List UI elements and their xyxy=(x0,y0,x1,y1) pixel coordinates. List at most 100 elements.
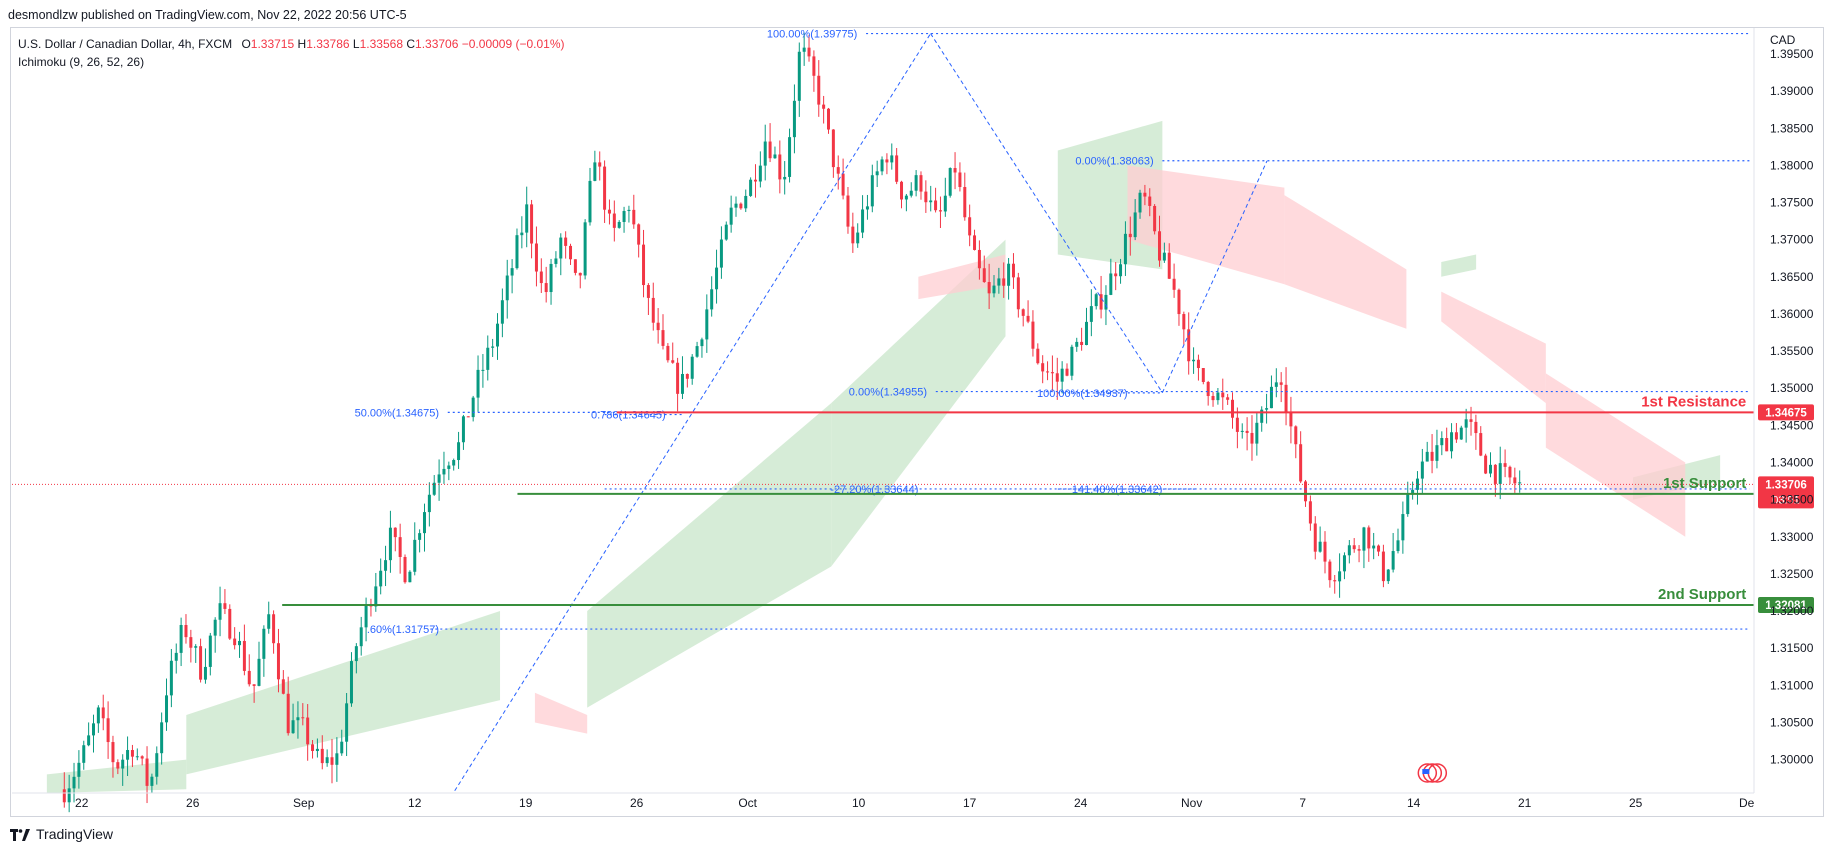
candle xyxy=(96,705,100,733)
candle xyxy=(1119,258,1123,284)
indicator-line[interactable]: Ichimoku (9, 26, 52, 26) xyxy=(18,55,145,69)
candle xyxy=(432,475,436,496)
candle xyxy=(583,219,587,280)
candle xyxy=(1075,337,1079,352)
candle xyxy=(753,164,757,198)
candle xyxy=(632,194,636,229)
candle xyxy=(354,643,358,674)
candle xyxy=(1308,495,1312,531)
level-name-label: 1st Resistance xyxy=(1641,393,1746,410)
candle xyxy=(72,762,76,803)
candle xyxy=(291,703,295,734)
time-tick-label: Nov xyxy=(1181,796,1202,810)
candle xyxy=(817,60,821,117)
candle xyxy=(1094,292,1098,310)
fib-trend-line xyxy=(454,33,931,792)
cloud-green-segment xyxy=(186,611,501,775)
candle xyxy=(1333,575,1337,594)
candle xyxy=(1425,441,1429,462)
candle xyxy=(335,737,339,782)
candle xyxy=(715,249,719,304)
candle xyxy=(573,259,577,276)
candle xyxy=(1041,355,1045,384)
candle xyxy=(150,773,154,794)
candle xyxy=(622,206,626,233)
candle xyxy=(700,337,704,358)
candle xyxy=(1469,406,1473,436)
candle xyxy=(1435,429,1439,469)
candle xyxy=(763,124,767,181)
ichimoku-cloud xyxy=(46,120,1721,793)
candle xyxy=(900,180,904,209)
candle xyxy=(797,42,801,117)
candle xyxy=(1279,372,1283,403)
fib-level-label: .60%(1.31757) xyxy=(367,624,439,636)
candle xyxy=(1060,361,1064,394)
candle xyxy=(948,167,952,198)
candle xyxy=(1464,408,1468,443)
candle xyxy=(1430,434,1434,474)
candle xyxy=(739,202,743,210)
candle xyxy=(135,748,139,761)
candle xyxy=(525,186,529,248)
candle xyxy=(145,746,149,804)
candle xyxy=(826,107,830,134)
ohlc-low: 1.33568 xyxy=(359,37,403,51)
candle xyxy=(856,223,860,248)
candle xyxy=(802,32,806,66)
candle xyxy=(968,204,972,247)
candle xyxy=(1454,423,1458,443)
cloud-green-segment xyxy=(587,403,832,708)
candle xyxy=(1128,216,1132,256)
candle xyxy=(1294,425,1298,459)
candle xyxy=(1206,380,1210,406)
chart-frame[interactable] xyxy=(10,27,1824,817)
candle xyxy=(1226,393,1230,405)
candle xyxy=(398,523,402,574)
candle xyxy=(442,451,446,484)
candle xyxy=(1479,426,1483,457)
candle xyxy=(1138,189,1142,219)
candle xyxy=(744,189,748,213)
price-tick-label: 1.34500 xyxy=(1770,418,1814,432)
candle xyxy=(846,186,850,234)
tradingview-brand[interactable]: TradingView xyxy=(10,826,113,842)
time-tick-label: 26 xyxy=(186,796,200,810)
candle xyxy=(530,199,534,259)
candle xyxy=(311,740,315,759)
candle xyxy=(729,195,733,233)
candle xyxy=(749,177,753,197)
candle xyxy=(208,632,212,676)
candle xyxy=(676,357,680,412)
candle xyxy=(447,461,451,481)
price-tick-label: 1.37500 xyxy=(1770,196,1814,210)
cloud-red-segment xyxy=(1284,195,1407,329)
candle xyxy=(1265,393,1269,424)
svg-text:1.34675: 1.34675 xyxy=(1765,407,1807,419)
candle xyxy=(218,586,222,637)
candle xyxy=(651,282,655,331)
candle xyxy=(656,308,660,344)
candle xyxy=(1401,501,1405,554)
brand-label: TradingView xyxy=(36,826,114,842)
candle xyxy=(384,545,388,587)
candle xyxy=(963,172,967,221)
candle xyxy=(496,313,500,360)
candle xyxy=(155,746,159,785)
candle xyxy=(904,193,908,212)
candle xyxy=(403,554,407,584)
candle xyxy=(778,140,782,194)
candle xyxy=(359,616,363,656)
symbol-title[interactable]: U.S. Dollar / Canadian Dollar, 4h, FXCM xyxy=(18,37,233,51)
candle xyxy=(1240,423,1244,439)
candle xyxy=(1187,312,1191,375)
candle xyxy=(369,598,373,617)
time-tick-label: Oct xyxy=(738,796,757,810)
candle xyxy=(247,654,251,687)
candle xyxy=(491,338,495,357)
candle xyxy=(870,164,874,213)
candle xyxy=(783,161,787,195)
candle xyxy=(1167,243,1171,280)
candle xyxy=(1342,552,1346,580)
